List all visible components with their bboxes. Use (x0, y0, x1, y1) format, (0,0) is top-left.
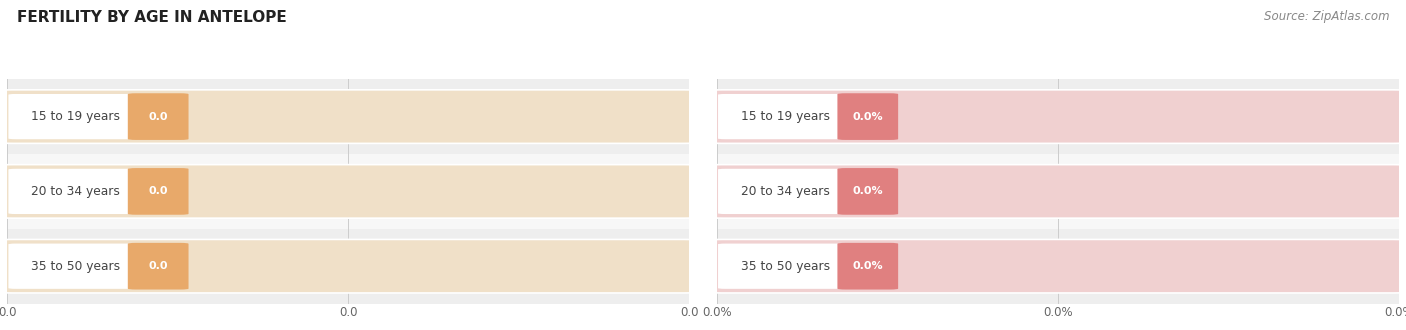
FancyBboxPatch shape (838, 168, 898, 215)
Text: 20 to 34 years: 20 to 34 years (31, 185, 120, 198)
Text: 0.0%: 0.0% (852, 186, 883, 196)
Text: 0.0%: 0.0% (852, 112, 883, 121)
Text: 20 to 34 years: 20 to 34 years (741, 185, 830, 198)
Bar (717, 154, 1399, 229)
Bar (7, 229, 689, 304)
Text: FERTILITY BY AGE IN ANTELOPE: FERTILITY BY AGE IN ANTELOPE (17, 10, 287, 25)
FancyBboxPatch shape (838, 93, 898, 140)
Text: 35 to 50 years: 35 to 50 years (741, 260, 830, 273)
FancyBboxPatch shape (128, 243, 188, 289)
Text: 35 to 50 years: 35 to 50 years (31, 260, 120, 273)
Text: 0.0%: 0.0% (852, 261, 883, 271)
Bar (717, 79, 1399, 154)
FancyBboxPatch shape (0, 165, 696, 218)
FancyBboxPatch shape (7, 168, 143, 215)
Text: Source: ZipAtlas.com: Source: ZipAtlas.com (1264, 10, 1389, 23)
Text: 15 to 19 years: 15 to 19 years (741, 110, 830, 123)
FancyBboxPatch shape (710, 165, 1406, 218)
Bar (7, 79, 689, 154)
Text: 0.0: 0.0 (149, 261, 167, 271)
FancyBboxPatch shape (7, 93, 143, 140)
FancyBboxPatch shape (7, 243, 143, 289)
Text: 0.0: 0.0 (149, 112, 167, 121)
FancyBboxPatch shape (0, 240, 696, 293)
FancyBboxPatch shape (0, 90, 696, 143)
FancyBboxPatch shape (717, 243, 853, 289)
FancyBboxPatch shape (710, 90, 1406, 143)
Text: 15 to 19 years: 15 to 19 years (31, 110, 120, 123)
FancyBboxPatch shape (710, 240, 1406, 293)
Bar (7, 154, 689, 229)
Bar (717, 229, 1399, 304)
FancyBboxPatch shape (717, 168, 853, 215)
FancyBboxPatch shape (717, 93, 853, 140)
FancyBboxPatch shape (128, 168, 188, 215)
Text: 0.0: 0.0 (149, 186, 167, 196)
FancyBboxPatch shape (128, 93, 188, 140)
FancyBboxPatch shape (838, 243, 898, 289)
